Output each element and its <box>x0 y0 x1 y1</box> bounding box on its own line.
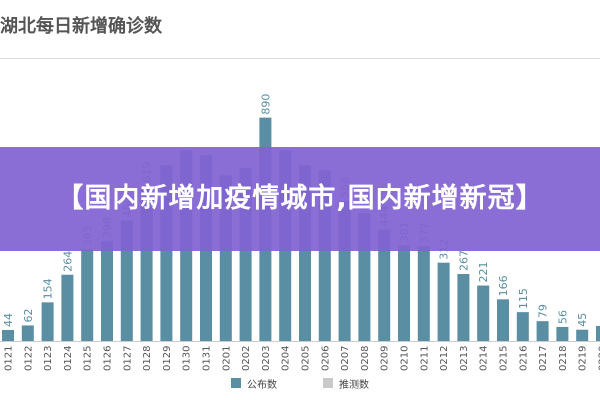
x-tick-label-0217: 0217 <box>538 346 549 371</box>
legend-item-estimated[interactable]: 推测数 <box>323 376 369 391</box>
bar-value-label-0215: 166 <box>497 275 510 296</box>
bar-value-label-0122: 62 <box>22 308 35 322</box>
bar-value-label-0213: 267 <box>457 250 470 271</box>
bar-0212[interactable] <box>437 262 450 341</box>
legend-label-estimated: 推测数 <box>339 379 369 391</box>
bar-0121[interactable] <box>2 329 14 341</box>
x-tick-label-0121: 0121 <box>4 346 15 371</box>
bar-0213[interactable] <box>457 273 470 341</box>
x-tick-label-0204: 0204 <box>281 346 292 371</box>
title-divider <box>0 58 600 59</box>
x-tick-label-0206: 0206 <box>320 346 331 371</box>
bar-0216[interactable] <box>516 312 529 341</box>
x-tick-label-0128: 0128 <box>142 346 153 371</box>
x-tick-label-0208: 0208 <box>360 346 371 371</box>
legend-item-published[interactable]: 公布数 <box>231 376 277 391</box>
x-tick-label-0212: 0212 <box>439 346 450 371</box>
x-tick-label-0124: 0124 <box>63 346 74 371</box>
legend-swatch-estimated <box>323 378 333 388</box>
x-tick-label-0205: 0205 <box>301 346 312 371</box>
bar-0217[interactable] <box>536 321 549 341</box>
headline-text: 【国内新增加疫情城市,国内新增新冠】 <box>56 183 544 214</box>
bar-value-label-0216: 115 <box>517 288 530 309</box>
bar-0218[interactable] <box>556 326 569 341</box>
x-tick-label-0122: 0122 <box>23 346 34 371</box>
x-tick-label-0220: 0220 <box>598 346 600 371</box>
x-tick-label-0202: 0202 <box>241 346 252 371</box>
x-tick-label-0123: 0123 <box>43 346 54 371</box>
x-tick-label-0126: 0126 <box>103 346 114 371</box>
x-tick-label-0218: 0218 <box>558 346 569 371</box>
x-tick-label-0203: 0203 <box>261 346 272 371</box>
x-tick-label-0216: 0216 <box>518 346 529 371</box>
bar-0220[interactable] <box>596 325 600 341</box>
chart-title: 湖北每日新增确诊数 <box>0 16 162 37</box>
bar-0214[interactable] <box>477 285 490 341</box>
bar-0123[interactable] <box>41 302 54 341</box>
bar-0209[interactable] <box>378 229 391 341</box>
bar-value-label-0219: 45 <box>576 313 589 327</box>
x-tick-label-0127: 0127 <box>122 346 133 371</box>
bar-value-label-0121: 44 <box>2 313 15 327</box>
bar-value-label-0123: 154 <box>42 278 55 299</box>
x-tick-label-0213: 0213 <box>459 346 470 371</box>
bar-value-label-0203: 890 <box>259 94 272 115</box>
bar-0215[interactable] <box>497 299 509 341</box>
bar-0126[interactable] <box>101 241 113 341</box>
x-tick-label-0210: 0210 <box>400 346 411 371</box>
x-tick-label-0215: 0215 <box>499 346 510 371</box>
x-tick-label-0207: 0207 <box>340 346 351 371</box>
x-tick-label-0209: 0209 <box>380 346 391 371</box>
x-tick-label-0129: 0129 <box>162 346 173 371</box>
bar-0211[interactable] <box>417 246 430 341</box>
x-tick-label-0131: 0131 <box>202 346 213 371</box>
x-tick-label-0201: 0201 <box>221 346 232 371</box>
x-tick-label-0219: 0219 <box>578 346 589 371</box>
bar-value-label-0124: 264 <box>61 251 74 272</box>
bar-0122[interactable] <box>21 325 34 341</box>
bar-0219[interactable] <box>576 329 589 341</box>
x-tick-label-0125: 0125 <box>83 346 94 371</box>
legend-swatch-published <box>231 378 241 388</box>
bar-0125[interactable] <box>81 249 94 341</box>
x-tick-label-0211: 0211 <box>419 346 430 371</box>
bar-value-label-0218: 56 <box>556 310 569 324</box>
headline-banner[interactable]: 【国内新增加疫情城市,国内新增新冠】 <box>0 147 600 251</box>
legend: 公布数 推测数 <box>0 376 600 391</box>
bar-0124[interactable] <box>61 274 74 341</box>
bar-value-label-0214: 221 <box>477 262 490 283</box>
x-tick-label-0130: 0130 <box>182 346 193 371</box>
bar-0210[interactable] <box>398 245 410 341</box>
legend-label-published: 公布数 <box>247 379 277 391</box>
x-tick-label-0214: 0214 <box>479 346 490 371</box>
bar-value-label-0217: 79 <box>537 304 550 318</box>
